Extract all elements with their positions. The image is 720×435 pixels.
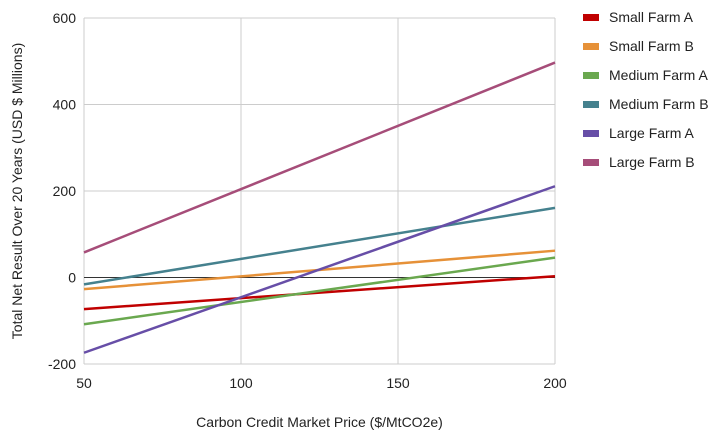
y-tick-label: 200 bbox=[53, 183, 77, 199]
legend-label: Large Farm A bbox=[609, 125, 694, 141]
legend-swatch bbox=[583, 159, 599, 166]
x-tick-label: 100 bbox=[229, 375, 253, 391]
x-tick-label: 150 bbox=[386, 375, 410, 391]
legend-swatch bbox=[583, 72, 599, 79]
legend-swatch bbox=[583, 101, 599, 108]
legend-label: Small Farm A bbox=[609, 9, 694, 25]
x-tick-label: 50 bbox=[76, 375, 92, 391]
y-tick-label: 600 bbox=[53, 10, 77, 26]
y-tick-label: -200 bbox=[48, 356, 76, 372]
legend-label: Large Farm B bbox=[609, 154, 695, 170]
legend-label: Medium Farm A bbox=[609, 67, 708, 83]
series-line-small-farm-a bbox=[83, 274, 556, 311]
y-tick-label: 400 bbox=[53, 97, 77, 113]
y-axis-ticks: -200 0 200 400 600 bbox=[48, 10, 76, 372]
y-tick-label: 0 bbox=[68, 270, 76, 286]
series-lines bbox=[83, 61, 556, 354]
series-line-medium-farm-a bbox=[83, 256, 556, 326]
legend-swatch bbox=[583, 14, 599, 21]
series-line-medium-farm-b bbox=[83, 206, 556, 286]
legend-swatch bbox=[583, 43, 599, 50]
legend-swatch bbox=[583, 130, 599, 137]
series-line-large-farm-b bbox=[83, 61, 556, 254]
x-tick-label: 200 bbox=[543, 375, 567, 391]
x-axis-ticks: 50 100 150 200 bbox=[76, 375, 567, 391]
legend-label: Small Farm B bbox=[609, 38, 694, 54]
legend: Small Farm A Small Farm B Medium Farm A Med… bbox=[583, 9, 709, 170]
x-axis-title: Carbon Credit Market Price ($/MtCO2e) bbox=[196, 414, 443, 430]
grid bbox=[83, 17, 556, 365]
series-line-large-farm-a bbox=[83, 185, 556, 354]
y-axis-title: Total Net Result Over 20 Years (USD $ Mi… bbox=[9, 43, 25, 339]
legend-label: Medium Farm B bbox=[609, 96, 709, 112]
